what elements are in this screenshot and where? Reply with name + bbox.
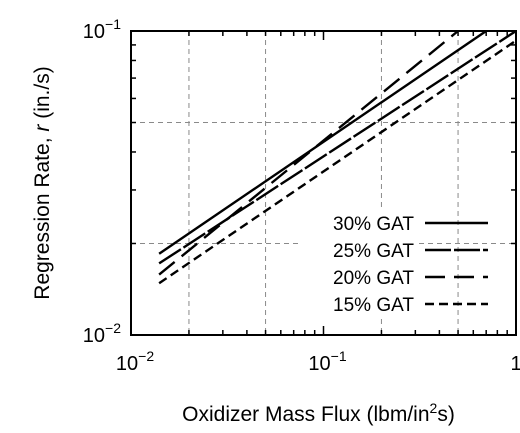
legend-text-background [300,237,418,263]
series-line [158,39,517,285]
legend: 30% GAT 25% GAT 20% GAT 15% GAT [300,210,488,317]
tick-label: 1 [510,353,520,375]
legend-label: 20% GAT [333,268,414,289]
legend-label: 15% GAT [333,295,414,316]
legend-label: 25% GAT [333,241,414,262]
legend-text-background [300,264,418,290]
legend-text-background [300,210,418,236]
axis-ticks [131,31,516,335]
tick-label: 10−2 [116,348,154,375]
tick-label: 10−1 [308,348,346,375]
legend-label: 30% GAT [333,214,414,235]
legend-text-background [300,291,418,317]
tick-label: 10−1 [83,16,121,43]
series-lines [158,29,517,285]
series-line [158,30,459,276]
x-axis-title: Oxidizer Mass Flux (lbm/in2s) [182,400,455,426]
tick-label: 10−2 [83,320,121,347]
tick-labels: 10−2 10−1 1 10−2 10−1 [83,16,520,375]
y-axis-title: Regression Rate, r (in./s) [31,66,54,299]
